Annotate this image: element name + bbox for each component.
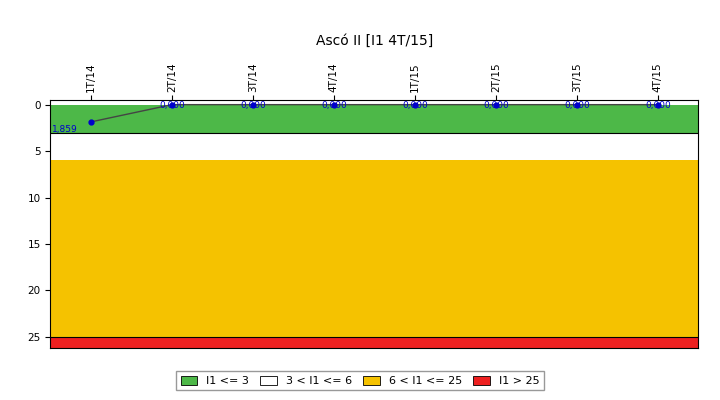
Bar	[50, 132, 698, 160]
Text: 0,000: 0,000	[645, 101, 671, 110]
Bar	[50, 337, 698, 348]
Bar	[50, 105, 698, 132]
Text: 0,000: 0,000	[483, 101, 509, 110]
Text: 1,859: 1,859	[52, 125, 78, 134]
Text: 0,000: 0,000	[321, 101, 347, 110]
Bar	[50, 160, 698, 337]
Title: Ascó II [I1 4T/15]: Ascó II [I1 4T/15]	[316, 34, 433, 48]
Text: 0,000: 0,000	[159, 101, 185, 110]
Text: 0,000: 0,000	[564, 101, 590, 110]
Text: 0,000: 0,000	[402, 101, 428, 110]
Text: 0,000: 0,000	[240, 101, 266, 110]
Legend: I1 <= 3, 3 < I1 <= 6, 6 < I1 <= 25, I1 > 25: I1 <= 3, 3 < I1 <= 6, 6 < I1 <= 25, I1 >…	[176, 371, 544, 390]
